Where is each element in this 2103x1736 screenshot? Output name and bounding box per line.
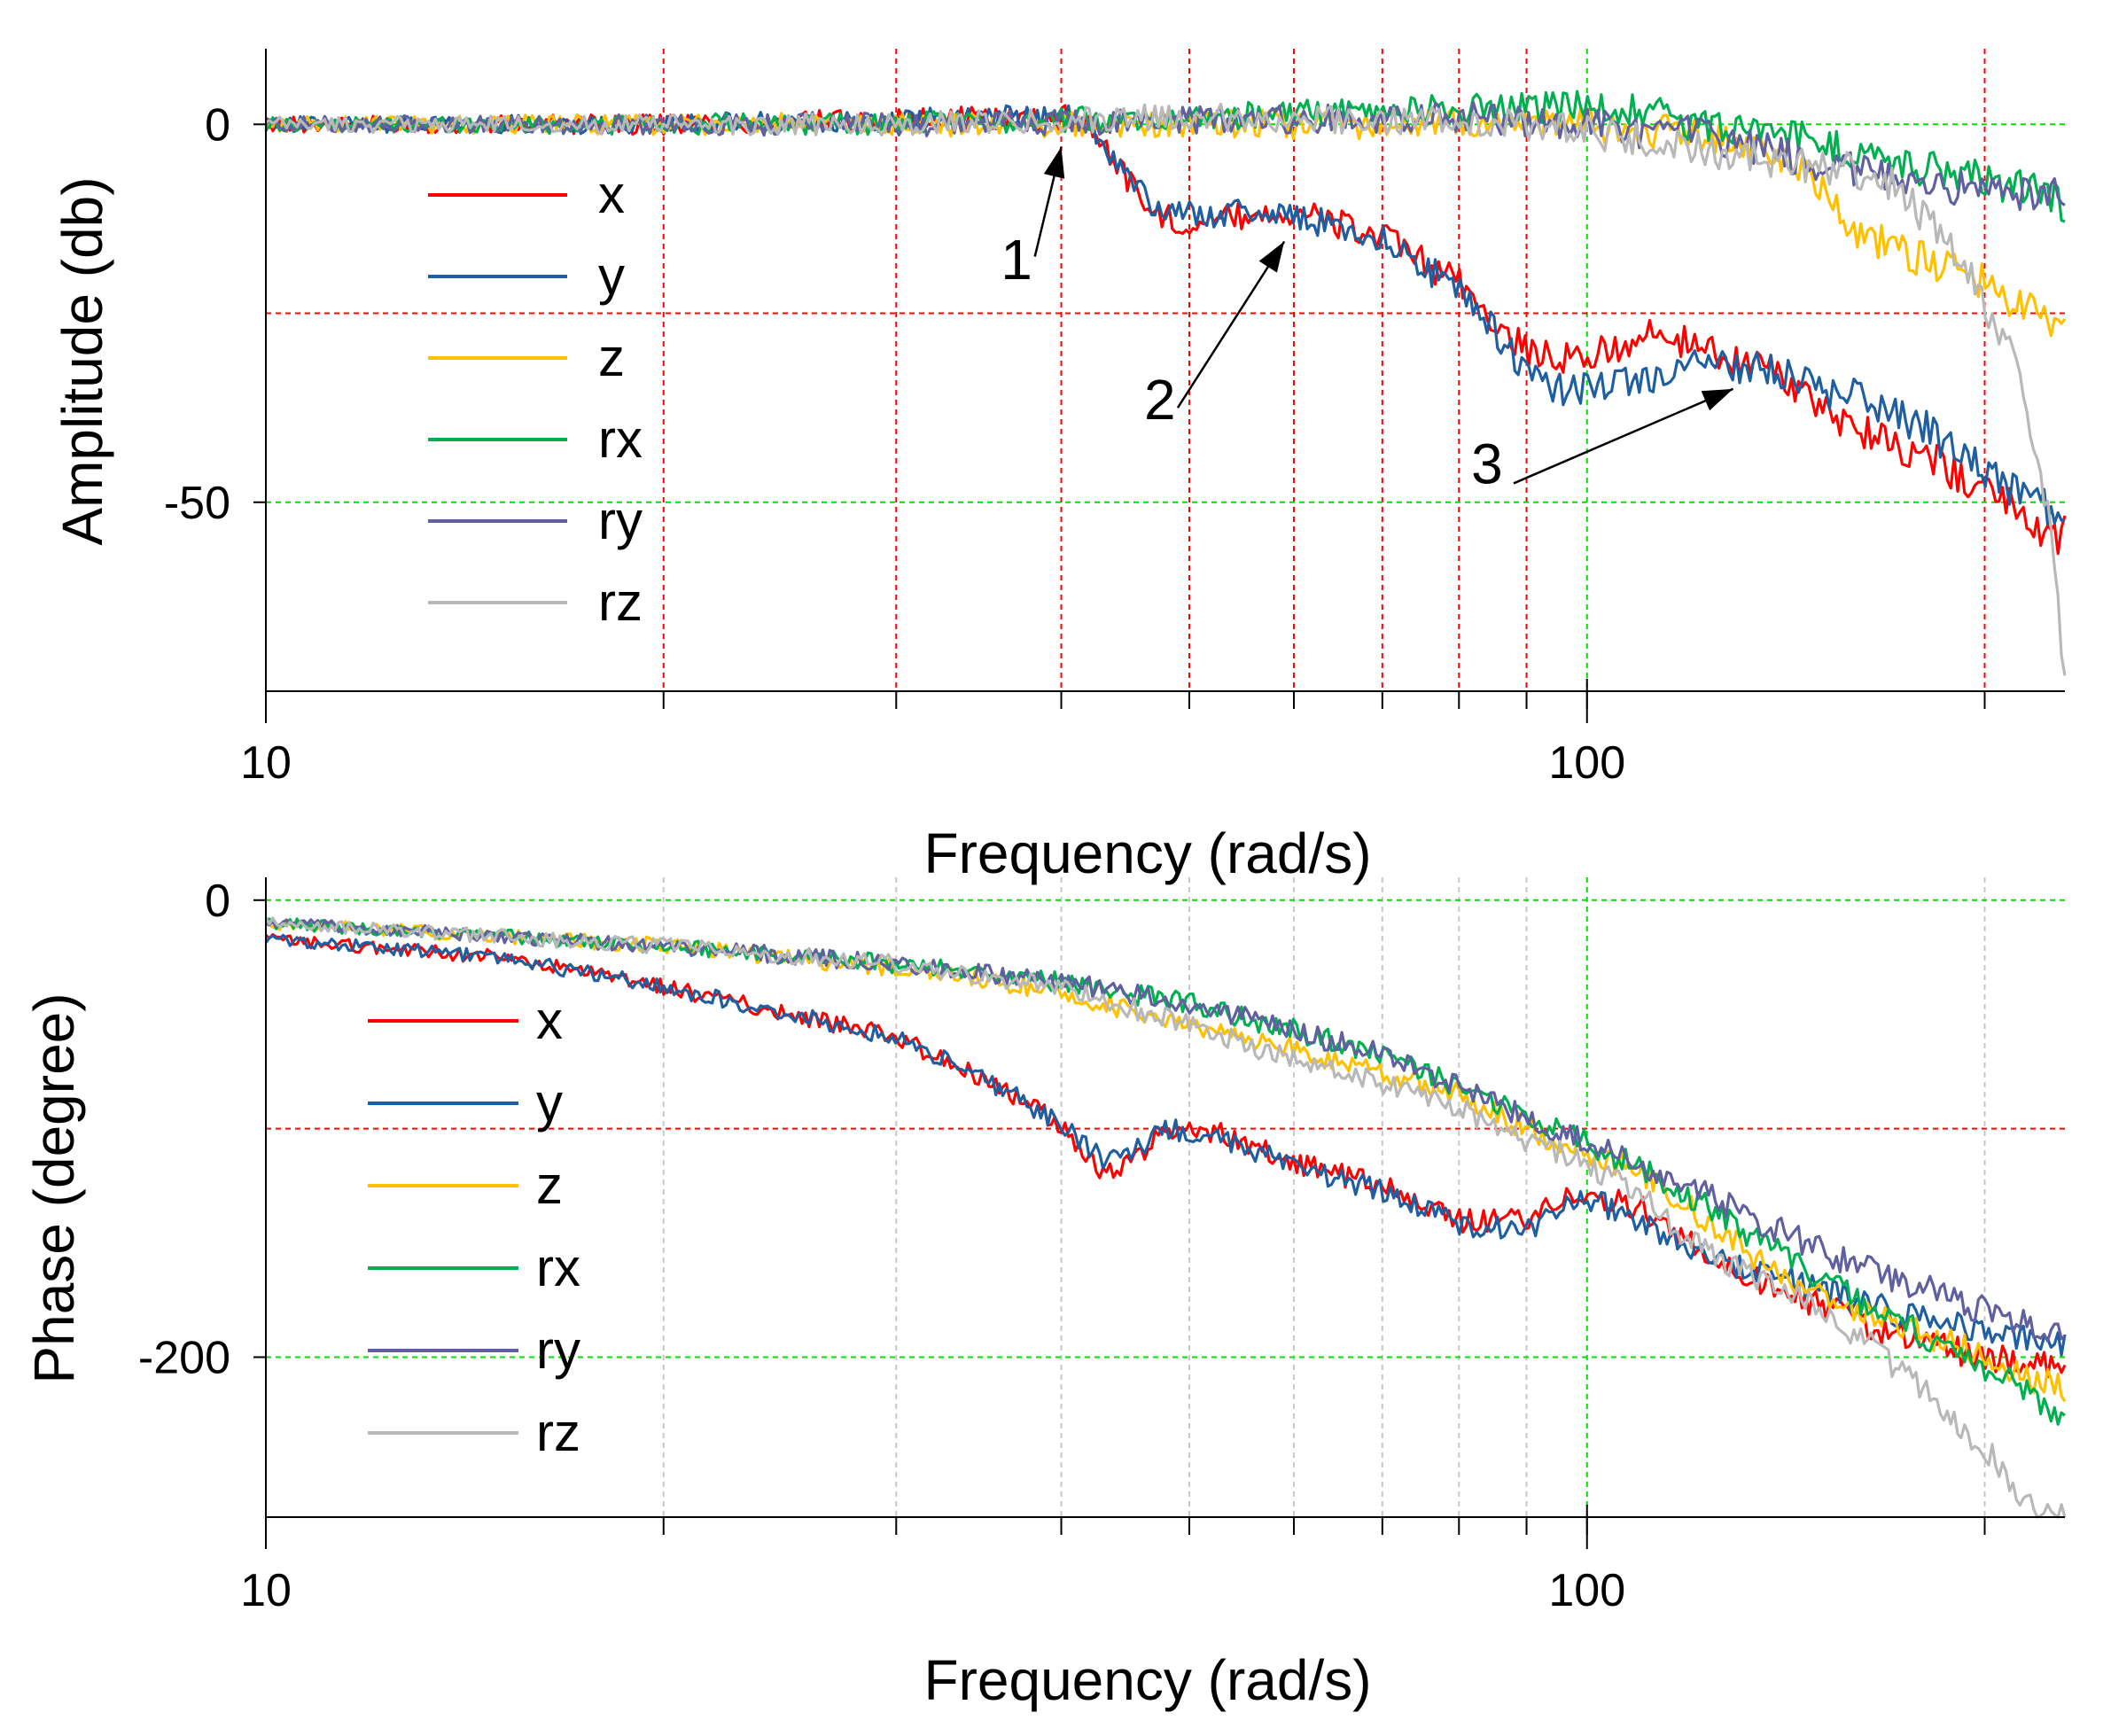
- phase-x-axis-label: Frequency (rad/s): [923, 1648, 1371, 1712]
- amplitude-y-axis-label: Amplitude (db): [51, 176, 114, 545]
- y-tick-label: -200: [138, 1333, 230, 1384]
- annotation-arrow-head: [1258, 241, 1285, 273]
- phase-y-axis-label: Phase (degree): [22, 993, 86, 1383]
- annotation-label: 3: [1471, 432, 1503, 495]
- phase-lines: [264, 916, 2067, 1519]
- y-tick-label: 0: [205, 876, 230, 927]
- legend-label-y: y: [536, 1073, 563, 1133]
- amplitude-lines: [264, 90, 2067, 676]
- series-line-z: [265, 107, 2067, 338]
- legend-label-x: x: [536, 991, 563, 1050]
- phase-axes: [265, 877, 2065, 1518]
- series-line-rz: [265, 102, 2067, 676]
- legend-label-ry: ry: [536, 1320, 580, 1380]
- annotation-arrow-head: [1043, 146, 1065, 179]
- legend-label-z: z: [598, 328, 625, 387]
- phase-grid: [266, 877, 2065, 1517]
- phase-legend: xyz rx ry rz: [368, 991, 580, 1462]
- series-line-rz: [264, 916, 2067, 1519]
- y-tick-label: 0: [205, 99, 230, 151]
- amplitude-ticks: 0 -50 10 100: [164, 99, 1986, 789]
- legend-label-z: z: [536, 1156, 563, 1215]
- legend-label-rx: rx: [536, 1238, 580, 1297]
- amplitude-axes: [265, 49, 2065, 692]
- legend-label-x: x: [598, 165, 625, 224]
- x-tick-label: 100: [1548, 1565, 1625, 1616]
- annotation-label: 2: [1144, 368, 1176, 432]
- series-line-y: [264, 104, 2066, 526]
- annotation-label: 1: [1001, 228, 1032, 292]
- series-line-rx: [265, 90, 2066, 223]
- annotation-arrow-head: [1701, 388, 1733, 411]
- legend-label-y: y: [598, 246, 625, 306]
- amplitude-legend: xyz rx ry rz: [428, 165, 643, 632]
- x-tick-label: 10: [240, 737, 292, 789]
- phase-ticks: 0 -200 10 100: [138, 876, 1986, 1616]
- x-tick-label: 100: [1548, 737, 1625, 789]
- amplitude-x-axis-label: Frequency (rad/s): [923, 821, 1371, 885]
- legend-label-ry: ry: [598, 491, 643, 550]
- legend-label-rx: rx: [598, 409, 643, 469]
- legend-label-rz: rz: [536, 1403, 580, 1462]
- series-line-x: [264, 933, 2067, 1379]
- y-tick-label: -50: [164, 478, 230, 529]
- annotation-arrow-line: [1176, 240, 1286, 409]
- x-tick-label: 10: [240, 1565, 292, 1616]
- phase-panel: 0 -200 10 100 Frequency (rad/s) Phase (degr…: [22, 876, 2067, 1712]
- series-line-ry: [265, 918, 2067, 1343]
- legend-label-rz: rz: [598, 572, 643, 632]
- annotation-arrow-line: [1513, 387, 1734, 485]
- amplitude-annotations: 1 2 3: [1001, 146, 1734, 495]
- amplitude-panel: 0 -50 10 100 Frequency (rad/s) Amplitude (d…: [51, 49, 2067, 885]
